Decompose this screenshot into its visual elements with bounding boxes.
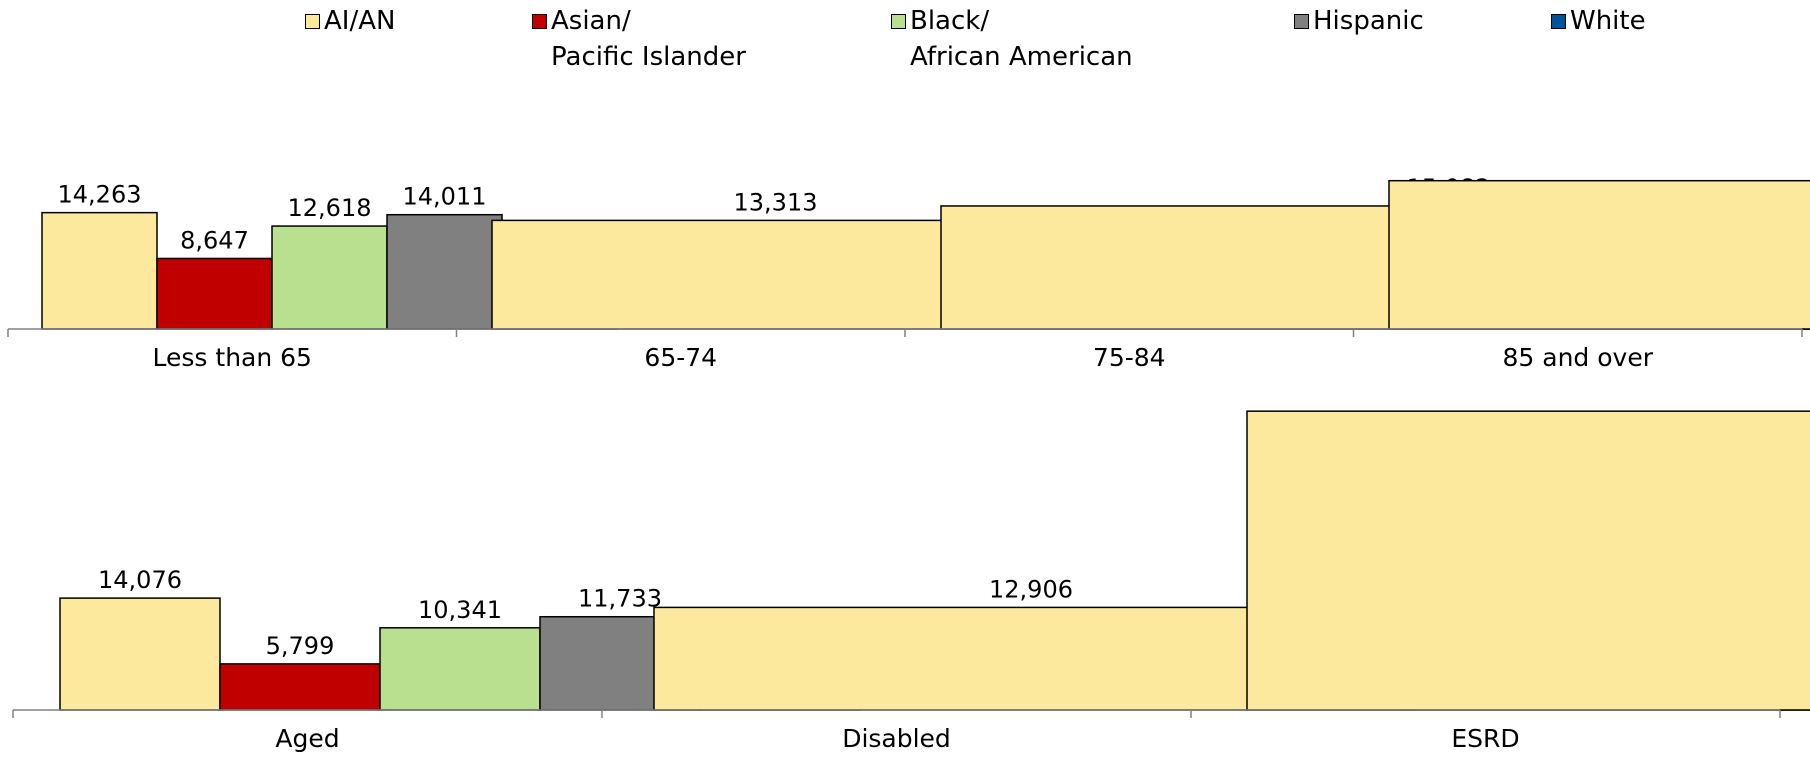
- legend-label-line: Asian/: [551, 6, 631, 36]
- legend-label: Black/African American: [910, 3, 1133, 75]
- legend-swatch: [305, 14, 320, 29]
- bar: [386, 213, 503, 330]
- data-label: 14,263: [58, 181, 142, 209]
- legend-swatch: [532, 14, 547, 29]
- legend-swatch: [891, 14, 906, 29]
- data-label: 14,076: [98, 566, 182, 594]
- category-label: Aged: [275, 724, 339, 753]
- category-label: 85 and over: [1503, 343, 1654, 372]
- data-label: 12,906: [989, 575, 1073, 603]
- data-label: 13,313: [734, 188, 818, 216]
- category-label: 65-74: [644, 343, 717, 372]
- data-label: 8,647: [180, 226, 249, 254]
- legend-label-line: Black/: [910, 6, 990, 36]
- category-label: Less than 65: [153, 343, 312, 372]
- data-label: 11,733: [578, 585, 662, 613]
- bar: [271, 225, 388, 330]
- category-label: ESRD: [1451, 724, 1519, 753]
- data-label: 10,341: [418, 596, 502, 624]
- bar: [41, 211, 158, 330]
- bar: [59, 597, 221, 711]
- category-label: 75-84: [1093, 343, 1166, 372]
- legend-label-line: White: [1570, 6, 1646, 36]
- legend-label-line: Pacific Islander: [551, 42, 746, 72]
- legend-label: White: [1570, 3, 1646, 39]
- legend-label: AI/AN: [324, 3, 395, 39]
- chart-panel: 14,0765,79910,34111,7339,110Aged12,9067,…: [12, 410, 1810, 753]
- legend-swatch: [1294, 14, 1309, 29]
- bar: [1246, 410, 1810, 711]
- legend-label-line: AI/AN: [324, 6, 396, 36]
- data-label: 5,799: [266, 632, 335, 660]
- legend-label-line: African American: [910, 42, 1133, 72]
- data-label: 14,011: [403, 183, 487, 211]
- category-label: Disabled: [842, 724, 951, 753]
- legend-label: Asian/Pacific Islander: [551, 3, 746, 75]
- bar: [219, 663, 381, 711]
- bar: [156, 257, 273, 330]
- legend-swatch: [1551, 14, 1566, 29]
- data-label: 12,618: [288, 194, 372, 222]
- legend-label-line: Hispanic: [1313, 6, 1424, 36]
- legend-label: Hispanic: [1313, 3, 1424, 39]
- bar: [379, 627, 541, 711]
- bar: [1388, 179, 1810, 330]
